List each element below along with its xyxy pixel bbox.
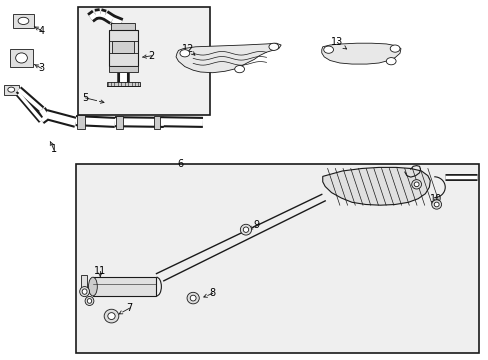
Text: 4: 4: [39, 26, 44, 36]
Text: 2: 2: [148, 51, 154, 61]
Ellipse shape: [107, 312, 115, 320]
Bar: [10, 49, 33, 67]
Text: 11: 11: [94, 266, 106, 276]
Bar: [108, 66, 138, 72]
Bar: [108, 30, 138, 66]
Bar: [77, 115, 84, 129]
Ellipse shape: [413, 182, 418, 186]
Bar: [13, 14, 34, 28]
Circle shape: [323, 46, 333, 53]
Polygon shape: [321, 43, 400, 64]
Bar: [116, 116, 122, 129]
Ellipse shape: [87, 298, 92, 303]
Ellipse shape: [433, 202, 438, 207]
Bar: [106, 82, 140, 86]
Text: 9: 9: [253, 220, 259, 230]
Polygon shape: [322, 167, 429, 205]
Circle shape: [234, 66, 244, 73]
Text: 10: 10: [429, 194, 442, 204]
Ellipse shape: [243, 227, 248, 233]
Ellipse shape: [16, 53, 27, 63]
Bar: [81, 275, 86, 289]
Text: 5: 5: [82, 93, 88, 103]
Bar: [4, 85, 19, 95]
Circle shape: [180, 50, 189, 57]
Text: 1: 1: [51, 144, 57, 154]
Bar: [93, 277, 156, 296]
Text: 10: 10: [401, 177, 414, 187]
Circle shape: [389, 45, 399, 52]
Ellipse shape: [190, 295, 196, 301]
Polygon shape: [176, 43, 281, 73]
Text: 3: 3: [39, 63, 44, 73]
Text: 8: 8: [209, 288, 215, 298]
Circle shape: [386, 58, 395, 65]
Bar: [111, 23, 135, 30]
Bar: [76, 164, 478, 353]
Bar: [78, 7, 210, 115]
Bar: [112, 41, 134, 53]
Ellipse shape: [18, 17, 29, 24]
Text: 13: 13: [330, 37, 343, 48]
Ellipse shape: [104, 309, 119, 323]
Ellipse shape: [80, 287, 89, 297]
Text: 7: 7: [126, 303, 132, 313]
Ellipse shape: [82, 289, 87, 294]
Bar: [153, 116, 160, 129]
Circle shape: [268, 43, 278, 50]
Ellipse shape: [88, 277, 97, 296]
Ellipse shape: [411, 180, 421, 189]
Ellipse shape: [431, 200, 441, 209]
Text: 6: 6: [178, 159, 183, 169]
Ellipse shape: [8, 87, 15, 92]
Ellipse shape: [186, 292, 199, 304]
Ellipse shape: [85, 296, 94, 305]
Ellipse shape: [240, 224, 251, 235]
Text: 12: 12: [181, 44, 194, 54]
